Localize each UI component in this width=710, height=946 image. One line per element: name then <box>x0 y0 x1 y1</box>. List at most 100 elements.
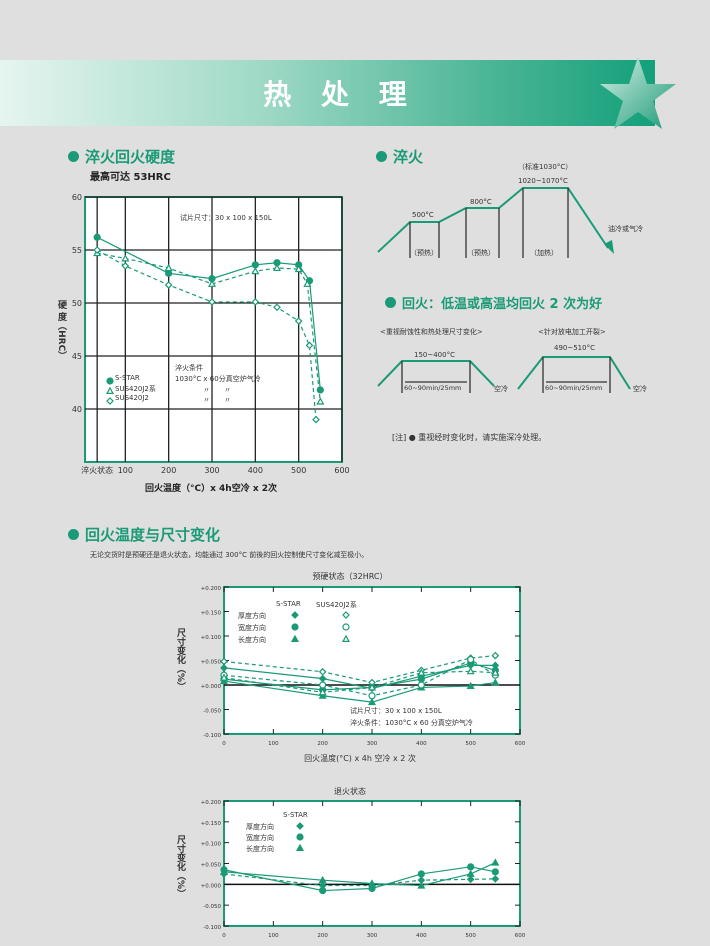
x-tick-label: 600 <box>515 741 526 747</box>
x-tick-label: 200 <box>317 741 328 747</box>
specimen-note: 试片尺寸：30 x 100 x 150L <box>350 707 442 715</box>
data-point <box>491 678 500 686</box>
data-point <box>318 691 327 699</box>
data-point <box>467 655 475 664</box>
temper-left-title: <重视耐蚀性和热处理尺寸变化> <box>380 328 483 336</box>
data-point <box>121 262 130 270</box>
legend-marker <box>106 377 114 385</box>
hardness-chart: 40 45 50 55 60 淬火状态 100 200 300 400 500 600 试片尺寸：30… <box>55 185 360 495</box>
data-point <box>164 263 173 272</box>
legend-row-thickness: 厚度方向 <box>238 612 266 620</box>
condition-title: 淬火条件 <box>175 364 203 372</box>
x-tick-label: 300 <box>367 741 378 747</box>
hardness-chart-svg: 40 45 50 55 60 淬火状态 100 200 300 400 500 600 <box>72 193 350 475</box>
data-point <box>294 317 303 325</box>
y-axis-label: 硬 度（HRC） <box>56 300 66 361</box>
legend-marker <box>290 634 300 643</box>
data-point <box>318 875 327 884</box>
heading-text: 回火：低温或高温均回火 2 次为好 <box>402 297 603 312</box>
data-point <box>466 869 475 877</box>
y-tick-label: +0.000 <box>201 883 222 889</box>
legend-s-star: S-STAR <box>115 374 140 382</box>
standard-temp: （标准1030°C） <box>518 163 573 171</box>
data-point <box>491 651 500 660</box>
annealed-dimension-chart: -0.100 -0.050 +0.000 +0.050 +0.100 +0.150 +0.2… <box>170 785 530 946</box>
hardness-subheading: 最高可达 53HRC <box>90 172 171 183</box>
data-point <box>164 281 173 289</box>
ditto-2: 〃 〃 <box>203 396 231 404</box>
data-point <box>466 667 475 675</box>
data-point <box>467 863 475 871</box>
bullet-icon <box>385 297 396 308</box>
y-tick-label: -0.050 <box>203 709 221 715</box>
preheat-temp-2: 800°C <box>470 198 492 206</box>
legend-row-length: 长度方向 <box>246 845 274 853</box>
arrow-icon <box>604 240 614 254</box>
x-tick-label: 100 <box>268 741 279 747</box>
ditto-1: 〃 〃 <box>203 386 231 394</box>
temper-right-time: 60~90min/25mm <box>545 384 603 392</box>
data-point <box>417 681 425 689</box>
legend-title: S-STAR <box>283 811 308 819</box>
series-line <box>223 866 496 892</box>
series-line <box>223 862 496 887</box>
x-tick-label: 100 <box>268 933 279 939</box>
data-point <box>466 875 475 884</box>
y-tick-label: +0.100 <box>201 635 222 641</box>
data-point <box>219 676 229 685</box>
y-tick-label: +0.050 <box>201 660 222 666</box>
page-title: 热 处 理 <box>263 78 417 111</box>
series-line <box>223 662 496 691</box>
x-tick-label: 500 <box>465 933 476 939</box>
data-point <box>207 279 217 287</box>
data-point <box>93 246 102 254</box>
x-tick-label: 0 <box>222 741 226 747</box>
data-point <box>303 279 312 287</box>
section-heading-quench: 淬火 <box>376 146 423 167</box>
data-point <box>491 858 500 866</box>
condition-note: 淬火条件：1030°C x 60 分真空炉气冷 <box>350 719 473 727</box>
data-point <box>220 664 228 672</box>
data-point <box>219 673 229 681</box>
legend-marker <box>296 822 304 830</box>
data-point <box>294 264 303 273</box>
series-line <box>223 680 496 703</box>
temper-right-title: <针对放电加工开裂> <box>538 328 606 336</box>
y-tick-label: 40 <box>72 405 82 414</box>
y-tick-label: +0.150 <box>201 611 222 617</box>
data-point <box>417 675 425 683</box>
data-point <box>220 657 228 666</box>
y-tick-label: -0.050 <box>203 904 221 910</box>
data-point <box>251 298 260 306</box>
y-tick-label: +0.150 <box>201 821 222 827</box>
data-point <box>273 303 281 312</box>
heating-range: 1020~1070°C <box>518 177 568 185</box>
y-tick-label: +0.000 <box>201 684 222 690</box>
heading-text: 淬火 <box>393 148 424 166</box>
legend-marker <box>105 386 115 394</box>
data-point <box>367 879 377 887</box>
y-axis-label: 尺寸变化（%） <box>175 628 185 692</box>
data-point <box>121 254 130 262</box>
plot-area <box>223 800 521 927</box>
data-point <box>251 266 260 275</box>
dimension-description: 无论交货时是预硬还是退火状态，均能通过 300°C 前後的回火控制使尺寸变化减至… <box>90 551 369 559</box>
chart-title: 预硬状态（32HRC） <box>312 572 388 581</box>
data-point <box>93 233 101 241</box>
x-tick-label: 400 <box>416 741 427 747</box>
data-point <box>417 668 426 676</box>
data-point <box>316 397 325 405</box>
x-tick-label: 500 <box>291 466 306 475</box>
y-tick-label: 45 <box>72 352 82 361</box>
legend-row-length: 长度方向 <box>238 636 266 644</box>
annealed-chart-svg: -0.100 -0.050 +0.000 +0.050 +0.100 +0.150 +0.2… <box>201 800 526 939</box>
x-axis-label: 回火温度(°C) x 4h 空冷 x 2 次 <box>304 754 416 763</box>
preheat-temp-1: 500°C <box>412 211 434 219</box>
y-tick-label: +0.100 <box>201 842 222 848</box>
legend-marker <box>291 623 299 631</box>
legend-marker <box>342 611 350 619</box>
x-tick-label: 100 <box>118 466 133 475</box>
pre-hardened-chart-svg: -0.100 -0.050 +0.000 +0.050 +0.100 +0.150 +0.2… <box>201 586 526 747</box>
legend-marker <box>106 397 114 405</box>
data-point <box>319 886 327 895</box>
